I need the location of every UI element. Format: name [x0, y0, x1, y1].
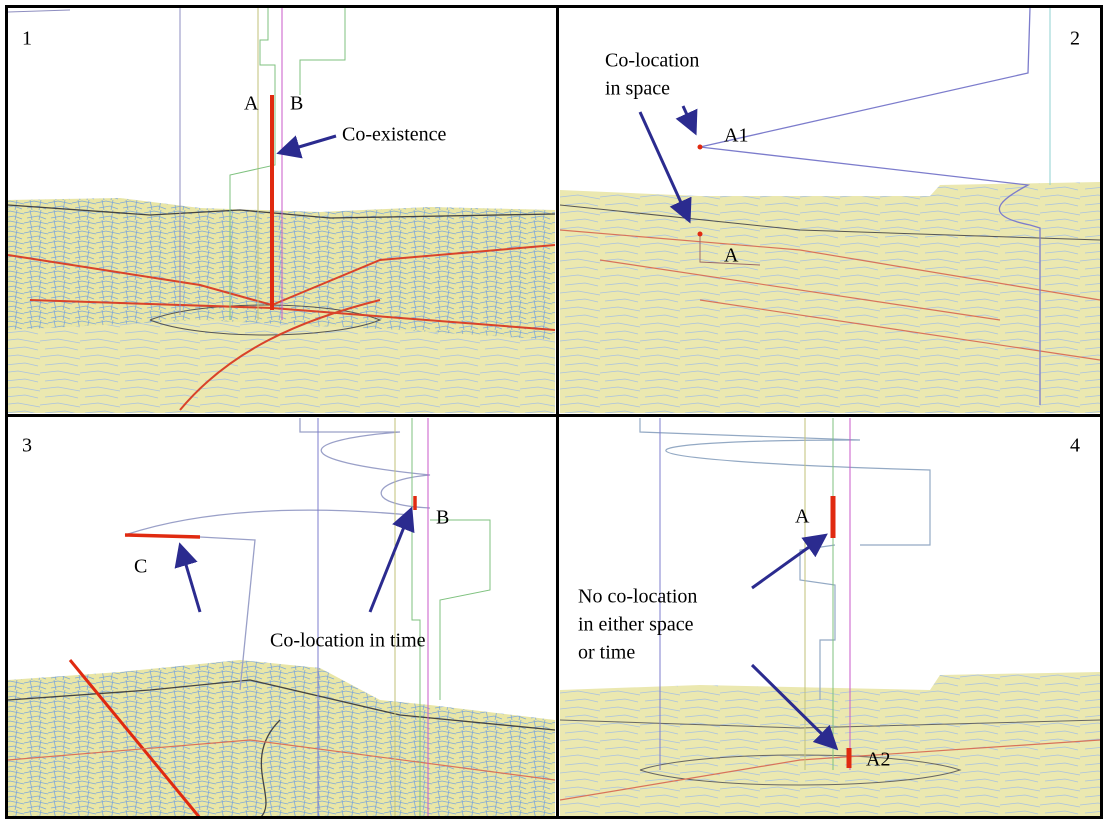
- annotation: Co-existence: [342, 124, 447, 146]
- annotation: in either space: [578, 614, 694, 636]
- label: B: [290, 93, 303, 115]
- point: [698, 232, 703, 237]
- annotation: or time: [578, 642, 635, 664]
- panel-number: 1: [22, 28, 32, 50]
- co-location: [125, 535, 200, 537]
- annotation: No co-location: [578, 586, 697, 608]
- label: A: [244, 93, 259, 115]
- annotation: in space: [605, 78, 670, 100]
- panel-number: 3: [22, 435, 32, 457]
- label: A2: [866, 749, 890, 771]
- label: B: [436, 507, 449, 529]
- terrain: [560, 182, 1100, 413]
- annotation: Co-location: [605, 50, 699, 72]
- panel-number: 2: [1070, 28, 1080, 50]
- panel-number: 4: [1070, 435, 1080, 457]
- label: A: [724, 245, 739, 267]
- label: A: [795, 506, 810, 528]
- annotation: Co-location in time: [270, 630, 426, 652]
- label: C: [134, 556, 147, 578]
- figure: 1 A B Co-existence 2 Co-location in spac…: [0, 0, 1103, 820]
- point: [698, 145, 703, 150]
- label: A1: [724, 125, 748, 147]
